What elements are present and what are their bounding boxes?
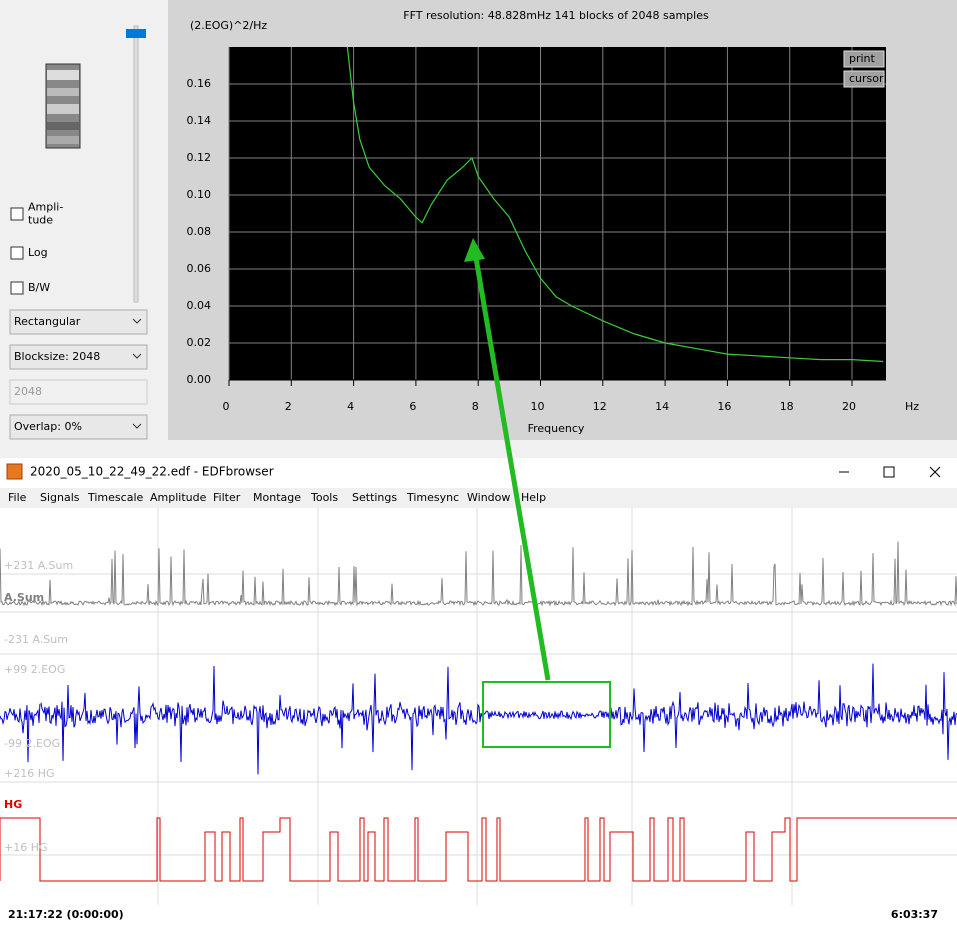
app-icon xyxy=(6,463,23,480)
checkbox-label: tude xyxy=(28,214,53,227)
checkbox-group: Ampli-tude Log B/W xyxy=(10,201,63,295)
signal-label: +216 HG xyxy=(4,767,55,780)
time-start: 21:17:22 (0:00:00) xyxy=(8,908,124,921)
chart-title: FFT resolution: 48.828mHz 141 blocks of … xyxy=(403,9,709,22)
menu-item[interactable]: Help xyxy=(521,491,546,504)
dropdown-text: Overlap: 0% xyxy=(14,420,82,433)
x-tick-label: 4 xyxy=(347,400,354,413)
menu-item[interactable]: Timescale xyxy=(87,491,143,504)
menu-bar xyxy=(0,488,957,508)
menu-item[interactable]: Amplitude xyxy=(150,491,207,504)
x-tick-label: 16 xyxy=(717,400,731,413)
plot-area xyxy=(229,47,886,380)
slider-track xyxy=(133,25,139,303)
y-tick-label: 0.00 xyxy=(187,373,212,386)
maximize-button[interactable] xyxy=(883,466,895,478)
title-bar xyxy=(0,458,957,488)
checkbox-label: Log xyxy=(28,246,48,259)
chart-button-label: print xyxy=(849,52,876,65)
x-tick-label: 0 xyxy=(223,400,230,413)
menu-item[interactable]: Filter xyxy=(213,491,241,504)
spectrum-line xyxy=(346,47,884,363)
x-tick-label: 10 xyxy=(531,400,545,413)
x-tick-label: 18 xyxy=(780,400,794,413)
annotation-arrow xyxy=(473,257,551,681)
signal-label: -99 2.EOG xyxy=(4,737,60,750)
overlap-dropdown[interactable] xyxy=(9,414,148,440)
y-tick-label: 0.06 xyxy=(187,262,212,275)
signal-label: HG xyxy=(4,798,22,811)
signal-labels: +231 A.Sum A.Sum -231 A.Sum +99 2.EOG 2.EOG -… xyxy=(4,559,73,854)
y-tick-label: 0.16 xyxy=(187,77,212,90)
x-tick-label: 2 xyxy=(285,400,292,413)
menu-item[interactable]: Window xyxy=(467,491,510,504)
signal-traces xyxy=(0,541,957,775)
y-axis-label: (2.EOG)^2/Hz xyxy=(190,19,267,32)
x-tick-label: 6 xyxy=(409,400,416,413)
menu-item[interactable]: Tools xyxy=(310,491,338,504)
dropdowns: Rectangular Blocksize: 2048 2048 Overlap… xyxy=(9,309,148,440)
menu-item[interactable]: Signals xyxy=(40,491,80,504)
x-unit: Hz xyxy=(905,400,919,413)
window-dropdown[interactable] xyxy=(9,309,148,335)
slider-thumb[interactable] xyxy=(126,29,146,38)
eog-trace xyxy=(0,663,957,775)
signal-label: -231 A.Sum xyxy=(4,633,68,646)
signal-label: 2.EOG xyxy=(4,694,42,707)
y-tick-label: 0.14 xyxy=(187,114,212,127)
dropdown-arrow xyxy=(132,353,142,359)
signal-area xyxy=(0,508,957,926)
panel-gap xyxy=(168,440,957,458)
x-tick-label: 14 xyxy=(655,400,669,413)
hg-trace xyxy=(0,817,957,882)
dropdown-arrow xyxy=(132,318,142,324)
checkbox[interactable] xyxy=(10,281,24,295)
dropdown-text: Blocksize: 2048 xyxy=(14,350,100,363)
x-tick-label: 8 xyxy=(472,400,479,413)
dropdown-arrow xyxy=(132,423,142,429)
y-tick-label: 0.02 xyxy=(187,336,212,349)
x-tick-label: 12 xyxy=(593,400,607,413)
checkbox-label: B/W xyxy=(28,281,50,294)
signal-label: +16 HG xyxy=(4,841,48,854)
x-tick-label: 20 xyxy=(842,400,856,413)
menu-item[interactable]: File xyxy=(8,491,27,504)
chart-button-label: cursor xyxy=(849,72,884,85)
chart-button[interactable] xyxy=(843,50,885,68)
close-button[interactable] xyxy=(929,466,941,478)
signal-label: A.Sum xyxy=(4,591,44,604)
color-bar-stripes xyxy=(47,70,79,144)
y-tick-label: 0.04 xyxy=(187,299,212,312)
selection-box xyxy=(482,681,611,748)
chart: 0.00 0.02 0.04 0.06 0.08 0.10 0.12 0.14 0.16 0 2 4 6… xyxy=(187,47,886,413)
y-tick-label: 0.08 xyxy=(187,225,212,238)
arrow-head xyxy=(464,238,485,262)
window-title: 2020_05_10_22_49_22.edf - EDFbrowser xyxy=(30,465,274,479)
spinbox-text: 2048 xyxy=(14,385,42,398)
blocksize-dropdown[interactable] xyxy=(9,344,148,370)
signal-label: +231 A.Sum xyxy=(4,559,73,572)
menu-item[interactable]: Timesync xyxy=(406,491,459,504)
x-axis-label: Frequency xyxy=(528,422,585,435)
spinbox[interactable] xyxy=(9,379,148,405)
checkbox-label: Ampli- xyxy=(28,201,63,214)
menu-item[interactable]: Montage xyxy=(253,491,301,504)
signal-label: +99 2.EOG xyxy=(4,663,65,676)
menu: File Signals Timescale Amplitude Filter Monta… xyxy=(8,491,546,504)
y-tick-label: 0.10 xyxy=(187,188,212,201)
y-tick-label: 0.12 xyxy=(187,151,212,164)
chart-button[interactable] xyxy=(843,70,885,88)
checkbox[interactable] xyxy=(10,246,24,260)
menu-item[interactable]: Settings xyxy=(352,491,397,504)
dropdown-text: Rectangular xyxy=(14,315,81,328)
asum-trace xyxy=(0,541,957,607)
checkbox[interactable] xyxy=(10,207,24,221)
time-end: 6:03:37 xyxy=(891,908,938,921)
